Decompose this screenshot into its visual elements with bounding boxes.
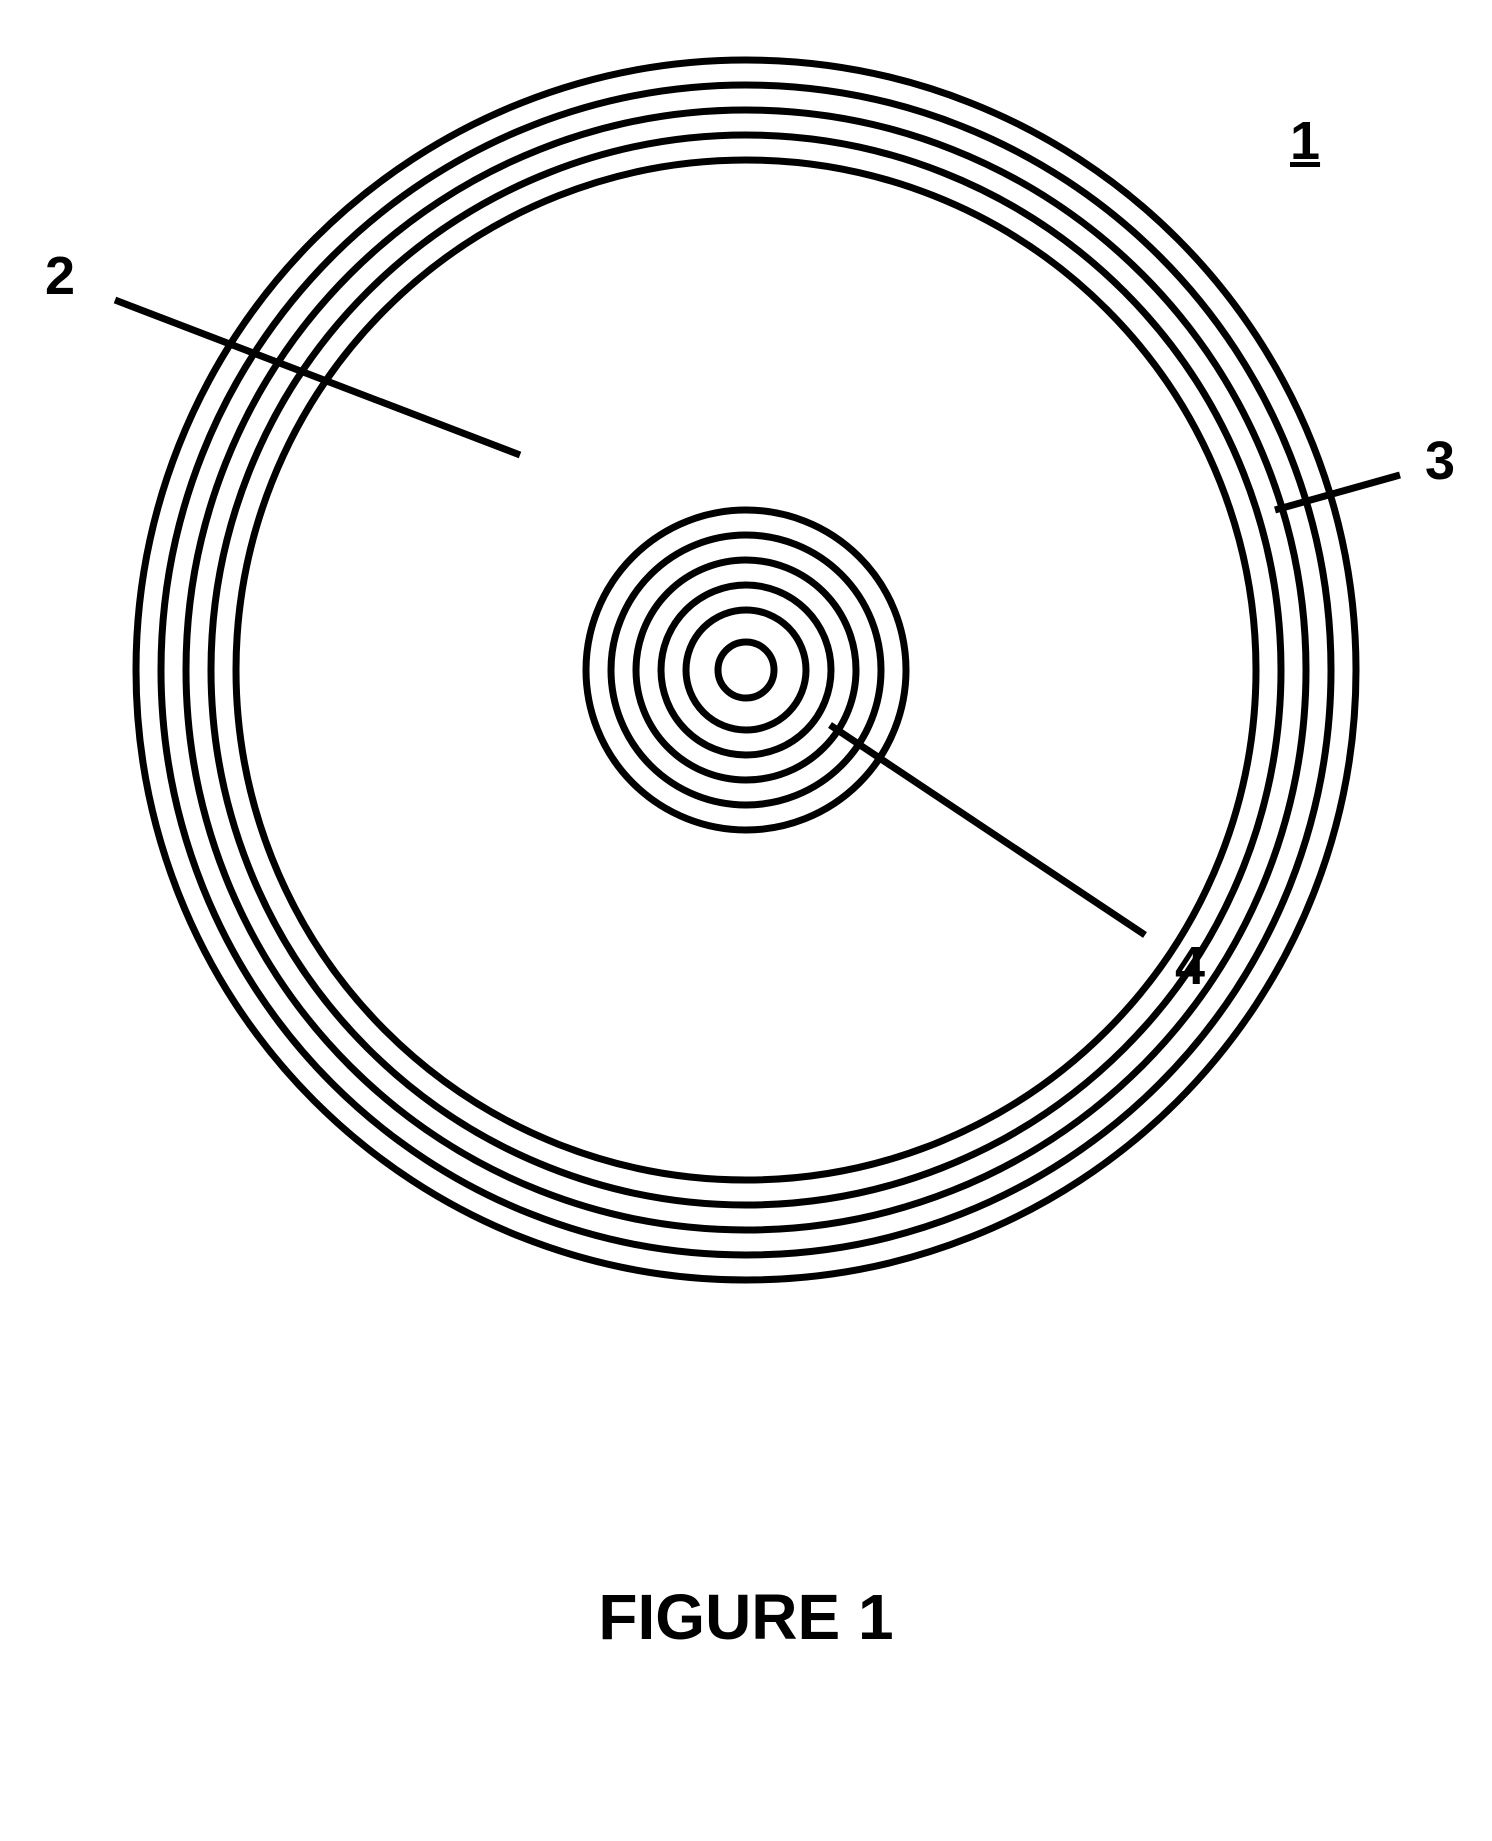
label-4: 4 [1175, 935, 1205, 997]
outer-ring-4 [236, 160, 1256, 1180]
leader-line-2 [115, 300, 520, 455]
outer-ring-group [136, 60, 1356, 1280]
leader-line-3 [1275, 475, 1400, 510]
concentric-ring-diagram [0, 0, 1492, 1841]
label-2: 2 [45, 245, 75, 307]
inner-ring-4 [686, 610, 806, 730]
leader-line-4 [830, 725, 1145, 935]
inner-ring-1 [611, 535, 881, 805]
figure-caption: FIGURE 1 [0, 1580, 1492, 1654]
inner-ring-group [586, 510, 906, 830]
inner-ring-2 [636, 560, 856, 780]
label-1: 1 [1290, 110, 1320, 172]
inner-ring-5 [718, 642, 774, 698]
outer-ring-2 [186, 110, 1306, 1230]
label-3: 3 [1425, 430, 1455, 492]
outer-ring-3 [211, 135, 1281, 1205]
outer-ring-0 [136, 60, 1356, 1280]
outer-ring-1 [161, 85, 1331, 1255]
